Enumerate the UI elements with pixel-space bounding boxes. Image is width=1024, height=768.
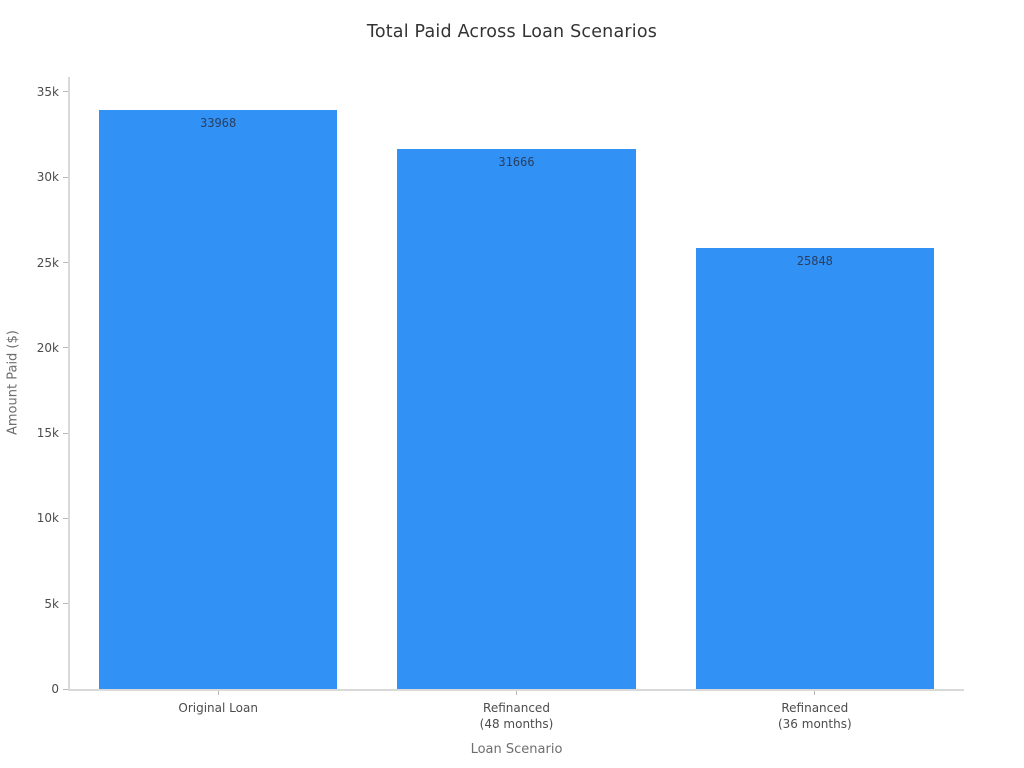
bar-value-label: 25848: [796, 254, 833, 269]
chart-title: Total Paid Across Loan Scenarios: [366, 22, 658, 42]
y-tick-label: 25k: [36, 255, 59, 270]
x-tick-label: Original Loan: [178, 701, 258, 715]
x-tick-mark: [217, 690, 219, 695]
x-tick-label: Refinanced (48 months): [479, 701, 554, 731]
bar-value-label: 31666: [498, 154, 535, 169]
y-tick-mark: [63, 688, 68, 690]
x-tick-mark: [814, 690, 816, 695]
y-tick-label: 30k: [36, 170, 59, 185]
x-tick-mark: [516, 690, 517, 695]
bar: [695, 248, 935, 689]
y-tick-mark: [63, 432, 68, 434]
y-tick-mark: [63, 176, 68, 178]
x-tick-label: Refinanced (36 months): [777, 701, 852, 731]
y-tick-label: 35k: [36, 84, 59, 99]
y-tick-label: 0: [51, 682, 59, 696]
bar-value-label: 33968: [200, 115, 237, 130]
y-tick-label: 15k: [36, 426, 59, 441]
y-tick-mark: [63, 603, 68, 605]
y-tick-label: 5k: [44, 596, 59, 611]
y-tick-mark: [63, 517, 68, 519]
y-axis-line: [68, 77, 70, 689]
y-tick-label: 20k: [36, 340, 59, 355]
bar: [397, 148, 636, 689]
x-axis-line: [68, 689, 964, 691]
y-tick-label: 10k: [36, 511, 59, 526]
y-tick-mark: [63, 347, 68, 349]
y-tick-mark: [63, 91, 68, 93]
x-axis-title: Loan Scenario: [470, 742, 563, 757]
bar: [98, 109, 338, 689]
y-tick-mark: [63, 262, 68, 264]
